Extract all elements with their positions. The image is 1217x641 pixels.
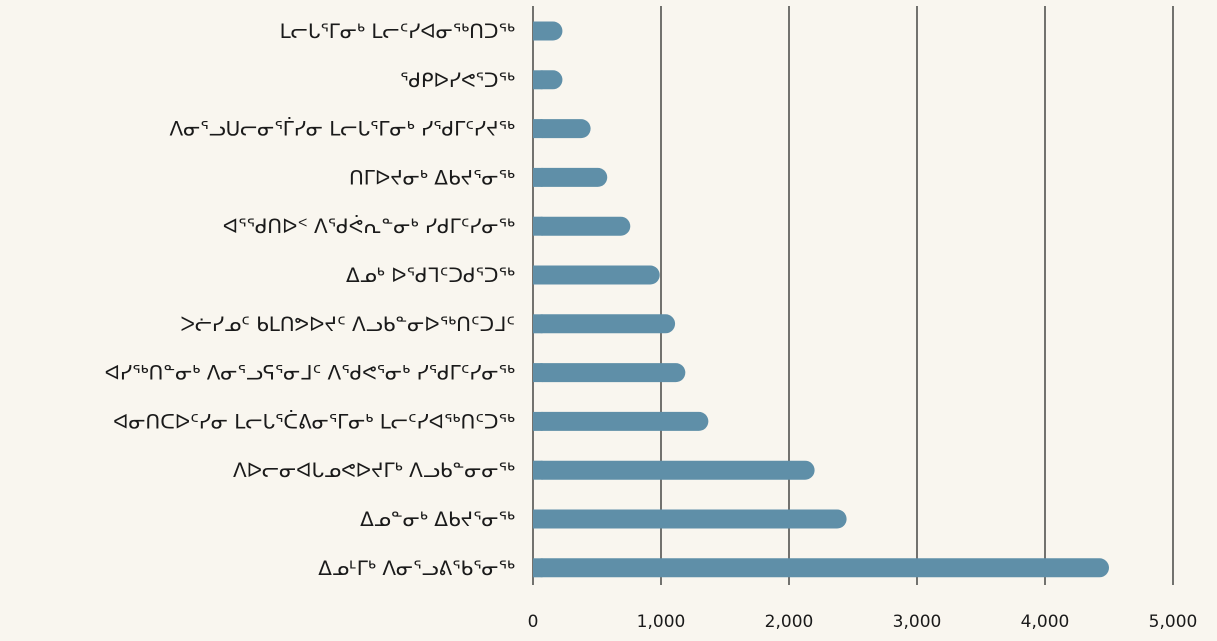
category-label: ᐃᓄᓐᓂᒃ ᐃᑲᔪᕐᓂᖅ [360,507,515,531]
category-label: ᖁᑭᐅᓯᕙᕐᑐᖅ [400,68,515,92]
bar-base [533,119,543,139]
bar-base [533,460,543,480]
category-label: ᐃᓄᒻᒥᒃ ᐱᓂᕐᓗᕕᕐᑲᕐᓂᖅ [318,556,515,580]
category-labels: ᒪᓕᒐᕐᒥᓂᒃ ᒪᓕᑦᓯᐊᓂᖅᑎᑐᖅ ᖁᑭᐅᓯᕙᕐᑐᖅ ᐱᓂᕐᓗᑌᓕᓂᕐᒦᓯᓂ ᒪᓕ… [105,19,515,580]
bar [533,558,1109,578]
bar-base [533,265,543,285]
x-tick-label: 5,000 [1149,612,1198,632]
x-tick-label: 2,000 [765,612,814,632]
x-tick-label: 0 [528,612,539,632]
bar [533,363,686,383]
bar [533,460,815,480]
category-label: ᐃᓄᒃ ᐅᕐᑯᒣᑦᑐᑯᕐᑐᖅ [346,263,515,287]
bar-base [533,70,543,90]
bar [533,216,631,236]
category-label: ᐳᓖᓯᓄᑦ ᑲᒪᑎᕗᐅᔪᑦ ᐱᓗᑲᓐᓂᐅᖅᑎᑦᑐᒧᑦ [180,312,515,336]
category-label: ᐊᓂᑎᑕᐅᑦᓯᓂ ᒪᓕᒐᕐᑖᕕᓂᕐᒥᓂᒃ ᒪᓕᑦᓯᐊᖅᑎᑦᑐᖅ [113,409,515,433]
bar-base [533,558,543,578]
bar [533,167,608,187]
bar-base [533,167,543,187]
category-label: ᐱᐅᓕᓂᐊᒐᓄᕙᐅᔪᒥᒃ ᐱᓗᑲᓐᓂᓂᖅ [233,458,515,482]
bar-base [533,411,543,431]
x-tick-label: 1,000 [637,612,686,632]
bar [533,411,709,431]
bar-base [533,21,543,41]
bar-base [533,216,543,236]
category-label: ᐱᓂᕐᓗᑌᓕᓂᕐᒦᓯᓂ ᒪᓕᒐᕐᒥᓂᒃ ᓯᕐᑯᒥᑦᓯᔪᖅ [170,117,515,141]
bars [533,21,1109,578]
bar [533,509,847,529]
category-label: ᑎᒥᐅᔪᓂᒃ ᐃᑲᔪᕐᓂᖅ [349,165,515,189]
x-tick-label: 3,000 [893,612,942,632]
bar-base [533,509,543,529]
bar [533,265,660,285]
bar [533,119,591,139]
bar [533,314,676,334]
x-tick-labels: 0 1,000 2,000 3,000 4,000 5,000 [528,612,1198,632]
bar-base [533,314,543,334]
x-tick-label: 4,000 [1021,612,1070,632]
category-label: ᐊᕐᕐᑯᑎᐅᑉ ᐱᕐᑯᕚᕆᓐᓂᒃ ᓯᑯᒥᑦᓯᓂᖅ [223,214,515,238]
category-label: ᐊᓯᖅᑎᓐᓂᒃ ᐱᓂᕐᓗᕋᕐᓂᒧᑦ ᐱᕐᑯᕙᕐᓂᒃ ᓯᕐᑯᒥᑦᓯᓂᖅ [105,361,515,385]
grid-lines [532,6,1174,585]
category-label: ᒪᓕᒐᕐᒥᓂᒃ ᒪᓕᑦᓯᐊᓂᖅᑎᑐᖅ [280,19,515,43]
bar-base [533,363,543,383]
